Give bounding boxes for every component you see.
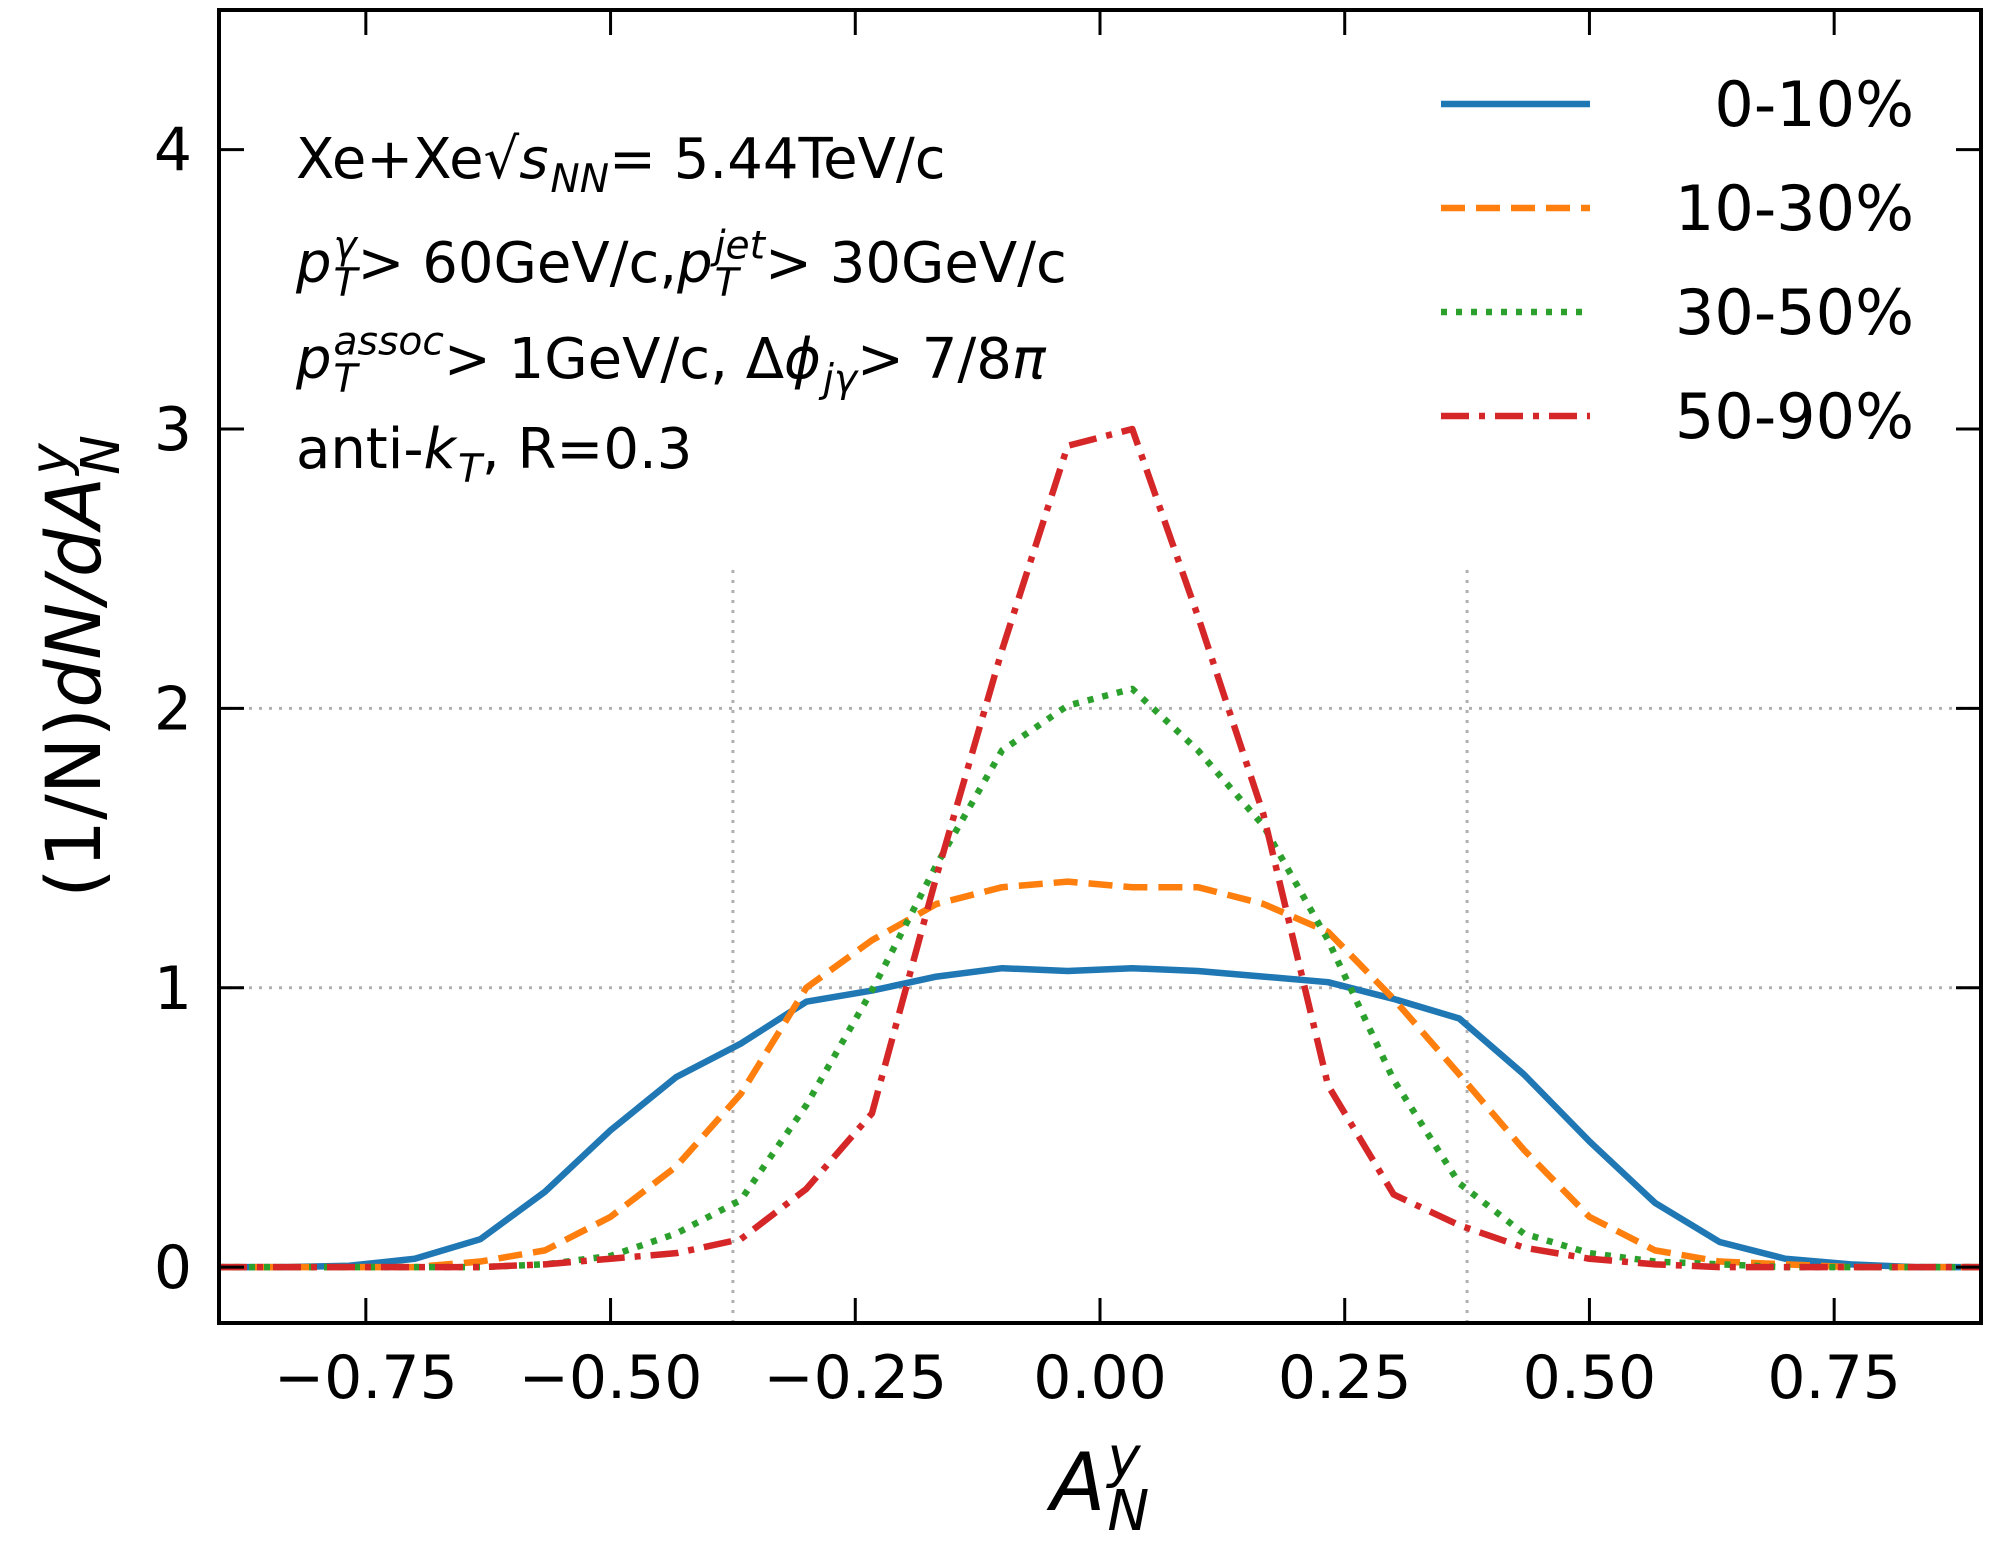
annotation: p <box>295 231 332 296</box>
annotation-sub: T <box>715 261 742 306</box>
annotation: π <box>1012 327 1047 392</box>
legend-label: 50-90% <box>1675 380 1914 453</box>
x-tick-label: 0.50 <box>1523 1343 1657 1413</box>
legend-label: 0-10% <box>1714 68 1914 141</box>
y-label-sub: N <box>70 435 132 475</box>
legend-label: 30-50% <box>1675 276 1914 349</box>
annotation: > 30GeV/c <box>765 231 1067 296</box>
annotation: ϕ <box>784 327 821 392</box>
x-tick-label: −0.25 <box>763 1343 947 1413</box>
annotation: k <box>424 417 459 482</box>
legend-label: 10-30% <box>1675 172 1914 245</box>
x-label-sup: y <box>1105 1425 1141 1490</box>
annotation-sub: NN <box>550 157 609 202</box>
series-line <box>219 425 1981 1271</box>
series-line <box>219 685 1981 1271</box>
annotation-sup: jet <box>710 223 767 268</box>
annotation-sup: assoc <box>334 319 445 364</box>
annotation: anti- <box>296 417 424 482</box>
y-label: (1/N) <box>29 708 118 898</box>
x-label: A <box>1046 1436 1106 1529</box>
axes: −0.75 −0.50 −0.25 0.00 0.25 0.50 0.75 0 1 2 3 4 <box>154 8 1983 1413</box>
annotation: p <box>295 327 332 392</box>
annotation: > 1GeV/c, Δ <box>444 327 784 392</box>
annotation: > 60GeV/c, <box>357 231 677 296</box>
annotation-sup: γ <box>334 223 359 268</box>
annotation-sub: jγ <box>818 357 859 402</box>
x-tick-label: 0.00 <box>1033 1343 1167 1413</box>
labels: Xe+Xe √ s NN = 5.44TeV/cp γT > 60GeV/c, p je… <box>19 68 1914 1544</box>
x-tick-label: −0.50 <box>519 1343 703 1413</box>
annotation: , R=0.3 <box>482 417 693 482</box>
y-tick-label: 3 <box>154 395 192 465</box>
x-tick-label: −0.75 <box>274 1343 458 1413</box>
annotation-sub: T <box>334 261 361 306</box>
y-label-sup: y <box>19 442 81 477</box>
plot-lines <box>219 425 1981 1271</box>
series-line <box>219 878 1981 1271</box>
annotation: s <box>519 127 548 192</box>
annotation-sub: T <box>334 357 361 402</box>
series-line <box>219 964 1981 1271</box>
y-tick-label: 4 <box>154 116 192 186</box>
annotation: Xe+Xe <box>296 127 484 192</box>
annotation-sub: T <box>458 447 485 492</box>
x-tick-label: 0.25 <box>1278 1343 1412 1413</box>
annotation: p <box>676 231 713 296</box>
annotation: √ <box>484 127 520 192</box>
x-tick-label: 0.75 <box>1767 1343 1901 1413</box>
y-tick-label: 2 <box>154 674 192 744</box>
y-tick-label: 1 <box>154 954 192 1024</box>
annotation: > 7/8 <box>857 327 1012 392</box>
annotation: = 5.44TeV/c <box>609 127 946 192</box>
y-tick-label: 0 <box>154 1233 192 1303</box>
y-label: dN/dA <box>29 477 118 708</box>
grid <box>219 568 1981 1323</box>
x-label-sub: N <box>1107 1479 1149 1544</box>
